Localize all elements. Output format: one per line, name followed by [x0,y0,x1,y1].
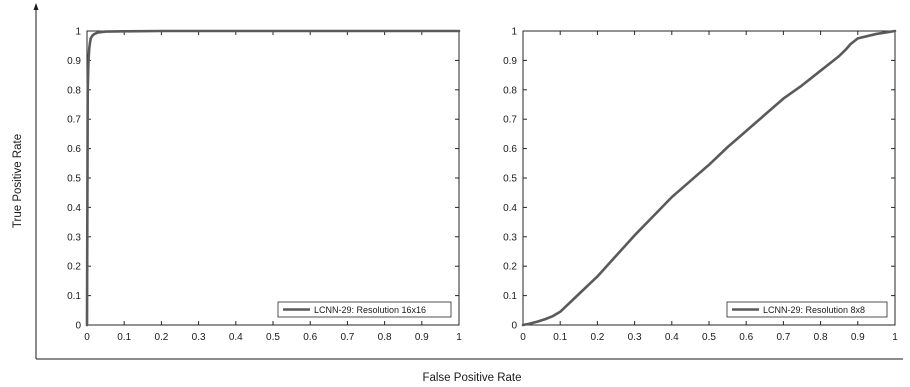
x-tick-label: 0.5 [266,332,280,343]
y-axis-title: True Positive Rate [12,134,24,228]
roc-plot-16x16: 0 0.1 0.2 0.3 0.4 0.5 0.6 0.7 0.8 0.9 1 0 0.1 0.2 0.3 0… [67,27,462,344]
x-tick-label: 0.8 [814,332,828,343]
x-tick-label: 0.4 [229,332,243,343]
y-tick-label: 0.9 [503,56,517,67]
figure-axes [33,3,903,360]
x-tick-label: 0.2 [590,332,604,343]
x-tick-label: 0.4 [665,332,679,343]
y-tick-label: 0.8 [503,85,517,96]
x-tick-label: 0 [84,332,90,343]
y-tick-label: 0.9 [67,56,81,67]
y-tick-label: 0.6 [67,144,81,155]
x-tick-label: 1 [892,332,898,343]
x-tick-label: 0.6 [739,332,753,343]
y-tick-label: 0.5 [503,174,517,185]
y-tick-label: 1 [511,27,517,38]
plot-frame [522,30,896,326]
x-tick-label: 0.1 [553,332,567,343]
plot-frame [86,30,460,326]
x-tick-label: 1 [456,332,462,343]
y-tick-label: 0.7 [67,115,81,126]
y-tick-label: 0.8 [67,85,81,96]
y-tick-label: 0.4 [67,203,81,214]
y-tick-label: 0.1 [67,291,81,302]
y-tick-label: 0 [511,321,517,332]
figure-y-axis-arrow [33,3,39,10]
x-tick-label: 0.7 [340,332,354,343]
y-tick-label: 0.3 [503,232,517,243]
y-tick-label: 0.2 [503,262,517,273]
y-tick-label: 0 [75,321,81,332]
y-tick-label: 0.1 [503,291,517,302]
y-tick-label: 1 [75,27,81,38]
x-tick-label: 0 [520,332,526,343]
roc-plot-8x8: 0 0.1 0.2 0.3 0.4 0.5 0.6 0.7 0.8 0.9 1 0 0.1 0.2 0.3 0… [503,27,898,344]
legend: LCNN-29: Resolution 16x16 [277,301,452,318]
legend-box [277,301,452,318]
x-tick-label: 0.3 [628,332,642,343]
x-axis-title: False Positive Rate [422,372,521,384]
x-tick-label: 0.7 [776,332,790,343]
legend: LCNN-29: Resolution 8x8 [726,301,888,318]
y-tick-label: 0.5 [67,174,81,185]
roc-curve-series [85,29,461,327]
y-tick-label: 0.7 [503,115,517,126]
x-tick-label: 0.3 [192,332,206,343]
x-tick-label: 0.1 [117,332,131,343]
x-tick-label: 0.2 [154,332,168,343]
legend-label: LCNN-29: Resolution 8x8 [763,305,865,315]
x-tick-label: 0.8 [378,332,392,343]
y-tick-label: 0.4 [503,203,517,214]
legend-box [726,301,888,318]
x-tick-label: 0.6 [303,332,317,343]
x-tick-label: 0.5 [702,332,716,343]
x-tick-label: 0.9 [851,332,865,343]
legend-label: LCNN-29: Resolution 16x16 [314,305,426,315]
y-tick-label: 0.3 [67,232,81,243]
y-tick-label: 0.6 [503,144,517,155]
roc-curve-series [521,29,897,327]
x-tick-label: 0.9 [415,332,429,343]
y-tick-label: 0.2 [67,262,81,273]
